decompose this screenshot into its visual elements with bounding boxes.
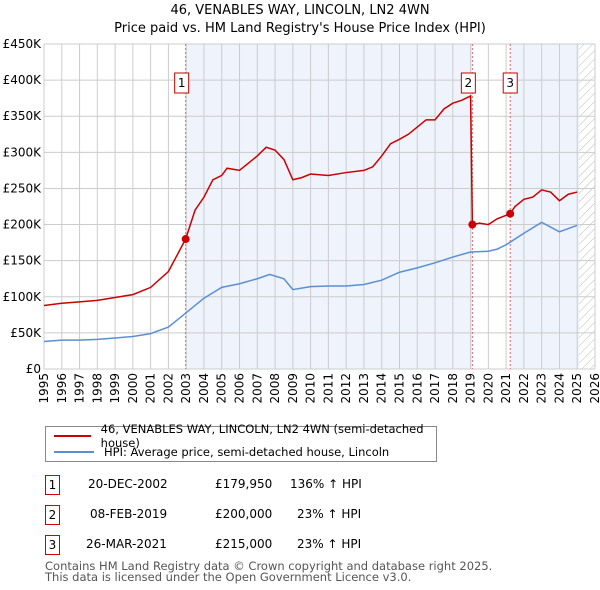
y-tick-label: £400K: [3, 73, 43, 87]
legend-label: HPI: Average price, semi-detached house,…: [104, 445, 390, 459]
x-tick-label: 1999: [108, 373, 122, 404]
shaded-period: [185, 44, 473, 369]
forecast-hatch: [579, 44, 595, 369]
x-tick-label: 2026: [588, 373, 600, 404]
y-tick-label: £150K: [3, 254, 43, 268]
x-tick-label: 2013: [357, 373, 371, 404]
chart-title: 46, VENABLES WAY, LINCOLN, LN2 4WN: [170, 3, 430, 18]
sale-hpi: 23% ↑ HPI: [297, 537, 362, 551]
x-tick-label: 2012: [339, 373, 353, 404]
x-tick-label: 2006: [233, 373, 247, 404]
x-tick-label: 2017: [428, 373, 442, 404]
sale-badge: [502, 72, 518, 94]
sale-point: [181, 235, 190, 244]
legend-label: 46, VENABLES WAY, LINCOLN, LN2 4WN (semi…: [100, 422, 424, 450]
y-tick-label: £0: [26, 362, 41, 376]
sale-badge: 3: [45, 535, 60, 555]
sale-badge: [174, 72, 190, 94]
sale-badge: 1: [45, 475, 60, 495]
x-tick-label: 2019: [464, 373, 478, 404]
series-line: [43, 221, 578, 343]
x-tick-label: 2020: [481, 373, 495, 404]
x-tick-label: 1996: [55, 373, 69, 404]
sale-hpi: 136% ↑ HPI: [290, 477, 362, 491]
x-tick-label: 2023: [535, 373, 549, 404]
x-tick-label: 1998: [90, 373, 104, 404]
x-tick-label: 1995: [37, 373, 51, 404]
x-tick-label: 2002: [161, 373, 175, 404]
series-line: [43, 94, 578, 307]
x-tick-label: 2004: [197, 373, 211, 404]
x-tick-label: 2000: [126, 373, 140, 404]
y-tick-label: £50K: [10, 326, 42, 340]
x-tick-label: 2009: [286, 373, 300, 404]
chart-subtitle: Price paid vs. HM Land Registry's House …: [114, 21, 486, 36]
x-tick-label: 2011: [321, 373, 335, 404]
x-tick-label: 2001: [144, 373, 158, 404]
x-tick-label: 2016: [410, 373, 424, 404]
footer-copyright: Contains HM Land Registry data © Crown c…: [45, 559, 493, 573]
shaded-period: [510, 44, 580, 369]
y-tick-label: £450K: [3, 37, 43, 51]
sale-price: £200,000: [215, 507, 273, 521]
x-tick-label: 2024: [552, 373, 566, 404]
sale-hpi: 23% ↑ HPI: [297, 507, 362, 521]
y-tick-label: £350K: [3, 109, 43, 123]
sale-price: £215,000: [215, 537, 273, 551]
sale-badge-label: 1: [178, 76, 186, 90]
y-tick-label: £100K: [3, 290, 43, 304]
x-tick-label: 2015: [392, 373, 406, 404]
sale-badge-label: 2: [465, 76, 473, 90]
y-tick-label: £200K: [3, 218, 43, 232]
x-tick-label: 1997: [73, 373, 87, 404]
legend-item-hpi: HPI: Average price, semi-detached house,…: [54, 444, 389, 460]
sale-price: £179,950: [215, 477, 273, 491]
sale-point: [506, 209, 515, 218]
x-tick-label: 2014: [375, 373, 389, 404]
x-tick-label: 2003: [179, 373, 193, 404]
sale-date: 26-MAR-2021: [86, 537, 167, 551]
x-tick-label: 2021: [499, 373, 513, 404]
footer-licence: This data is licensed under the Open Gov…: [45, 570, 412, 584]
x-tick-label: 2018: [446, 373, 460, 404]
legend: 46, VENABLES WAY, LINCOLN, LN2 4WN (semi…: [45, 422, 437, 462]
legend-item-property: 46, VENABLES WAY, LINCOLN, LN2 4WN (semi…: [54, 422, 436, 450]
sale-date: 08-FEB-2019: [90, 507, 168, 521]
x-tick-label: 2008: [268, 373, 282, 404]
y-tick-label: £250K: [3, 181, 43, 195]
x-tick-label: 2025: [570, 373, 584, 404]
sale-date: 20-DEC-2002: [88, 477, 168, 491]
plot-area: 1995 1996 1997 1998 1999 2000 2001 2002 2003 2004…: [3, 37, 600, 404]
sale-badge-label: 3: [506, 76, 514, 90]
x-tick-label: 2010: [304, 373, 318, 404]
sale-badge: 2: [45, 505, 60, 525]
y-tick-label: £300K: [3, 145, 43, 159]
sale-badge: [460, 72, 476, 94]
x-tick-label: 2022: [517, 373, 531, 404]
sale-point: [468, 220, 477, 229]
x-tick-label: 2005: [215, 373, 229, 404]
x-tick-label: 2007: [250, 373, 264, 404]
